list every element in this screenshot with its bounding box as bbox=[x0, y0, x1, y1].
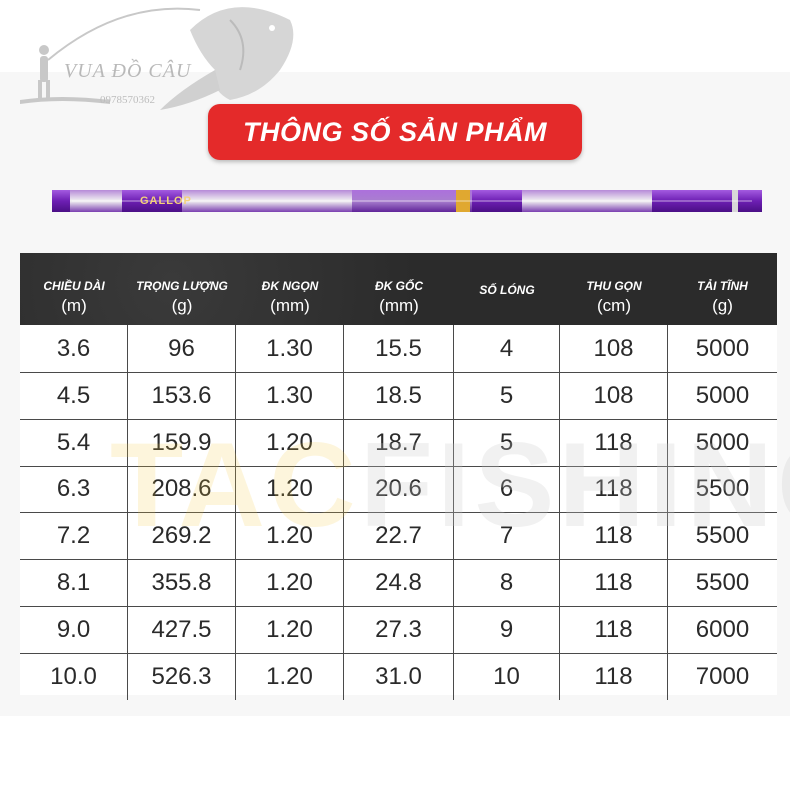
table-cell: 6 bbox=[454, 465, 560, 513]
table-cell: 6.3 bbox=[20, 465, 128, 513]
header-unit: (mm) bbox=[379, 296, 419, 315]
table-cell: 118 bbox=[560, 465, 668, 513]
table-cell: 18.7 bbox=[344, 418, 454, 466]
brand-name: VUA ĐỒ CÂU bbox=[64, 60, 192, 82]
table-row: 7.2 269.2 1.20 22.7 7 118 5500 bbox=[20, 512, 777, 561]
table-cell: 7000 bbox=[695, 662, 750, 690]
table-cell: 5500 bbox=[695, 522, 750, 550]
header-label: TẢI TĨNH bbox=[697, 279, 748, 293]
header-label: ĐK NGỌN bbox=[261, 279, 319, 293]
brand-logo: VUA ĐỒ CÂU 0978570362 bbox=[0, 0, 320, 120]
table-cell: 427.5 bbox=[128, 605, 236, 653]
table-cell: 10.0 bbox=[20, 652, 128, 700]
rod-illustration-icon bbox=[52, 190, 762, 212]
table-row: 3.6 96 1.30 15.5 4 108 5000 bbox=[20, 325, 777, 373]
header-cell: ĐK GỐC (mm) bbox=[344, 253, 454, 325]
table-cell: 4.5 bbox=[20, 371, 128, 419]
table-cell: 27.3 bbox=[344, 605, 454, 653]
table-cell: 526.3 bbox=[128, 652, 236, 700]
header-unit: (cm) bbox=[597, 296, 631, 315]
table-cell: 96 bbox=[128, 325, 236, 372]
table-header bbox=[20, 253, 777, 325]
table-cell: 24.8 bbox=[344, 559, 454, 606]
table-cell: 118 bbox=[560, 559, 668, 606]
header-cell: CHIỀU DÀI (m) bbox=[20, 253, 128, 325]
table-cell: 1.20 bbox=[236, 418, 344, 466]
table-cell: 5 bbox=[454, 418, 560, 466]
brand-phone: 0978570362 bbox=[100, 94, 155, 106]
header-cell: SỐ LÓNG bbox=[454, 253, 560, 325]
table-cell: 355.8 bbox=[128, 559, 236, 606]
header-unit: (mm) bbox=[270, 296, 310, 315]
table-cell: 6000 bbox=[695, 615, 750, 643]
table-row: 6.3 208.6 1.20 20.6 6 118 5500 bbox=[20, 465, 777, 514]
table-cell: 1.20 bbox=[236, 652, 344, 700]
table-cell: 5000 bbox=[695, 428, 750, 456]
header-unit: (g) bbox=[171, 296, 193, 315]
table-cell: 3.6 bbox=[20, 325, 128, 372]
table-cell: 118 bbox=[560, 605, 668, 653]
table-cell: 10 bbox=[454, 652, 560, 700]
table-row: 8.1 355.8 1.20 24.8 8 118 5500 bbox=[20, 559, 777, 607]
table-row: 10.0 526.3 1.20 31.0 10 118 7000 bbox=[20, 652, 777, 700]
table-cell: 5 bbox=[454, 371, 560, 419]
table-cell: 5000 bbox=[695, 381, 750, 409]
header-label: ĐK GỐC bbox=[375, 279, 423, 293]
table-cell: 4 bbox=[454, 325, 560, 372]
header-cell: ĐK NGỌN (mm) bbox=[236, 253, 344, 325]
table-cell: 269.2 bbox=[128, 512, 236, 560]
table-row: 4.5 153.6 1.30 18.5 5 108 5000 bbox=[20, 371, 777, 420]
table-cell: 153.6 bbox=[128, 371, 236, 419]
table-cell: 9 bbox=[454, 605, 560, 653]
table-cell: 108 bbox=[560, 325, 668, 372]
table-cell: 5500 bbox=[695, 475, 750, 503]
page-title: THÔNG SỐ SẢN PHẨM bbox=[242, 116, 547, 147]
top-band bbox=[0, 0, 790, 72]
table-cell: 108 bbox=[560, 371, 668, 419]
table-cell: 5.4 bbox=[20, 418, 128, 466]
spec-table: CHIỀU DÀI (m) TRỌNG LƯỢNG (g) ĐK NGỌN (mm) ĐK … bbox=[20, 253, 777, 700]
fish-logo-icon bbox=[20, 7, 294, 110]
header-label: CHIỀU DÀI bbox=[43, 279, 105, 293]
table-cell: 118 bbox=[560, 418, 668, 466]
table-row: 9.0 427.5 1.20 27.3 9 118 6000 bbox=[20, 605, 777, 654]
table-cell: 7.2 bbox=[20, 512, 128, 560]
table-cell: 31.0 bbox=[344, 652, 454, 700]
table-cell: 8.1 bbox=[20, 559, 128, 606]
table-cell: 20.6 bbox=[344, 465, 454, 513]
table-cell: 1.20 bbox=[236, 559, 344, 606]
header-cell: TẢI TĨNH (g) bbox=[668, 253, 777, 325]
header-label: SỐ LÓNG bbox=[479, 283, 535, 297]
table-cell: 7 bbox=[454, 512, 560, 560]
bottom-band bbox=[0, 716, 790, 790]
table-cell: 9.0 bbox=[20, 605, 128, 653]
table-cell: 5500 bbox=[695, 569, 750, 596]
table-cell: 1.30 bbox=[236, 371, 344, 419]
table-cell: 208.6 bbox=[128, 465, 236, 513]
table-cell: 118 bbox=[560, 652, 668, 700]
table-row: 5.4 159.9 1.20 18.7 5 118 5000 bbox=[20, 418, 777, 467]
header-cell: TRỌNG LƯỢNG (g) bbox=[128, 253, 236, 325]
rod-brand-label: GALLOP bbox=[140, 195, 192, 207]
table-cell: 1.20 bbox=[236, 512, 344, 560]
table-cell: 5000 bbox=[695, 335, 750, 362]
table-cell: 1.20 bbox=[236, 465, 344, 513]
table-cell: 18.5 bbox=[344, 371, 454, 419]
table-cell: 159.9 bbox=[128, 418, 236, 466]
table-cell: 118 bbox=[560, 512, 668, 560]
title-banner: THÔNG SỐ SẢN PHẨM bbox=[208, 104, 582, 160]
header-unit: (m) bbox=[61, 296, 87, 315]
table-cell: 15.5 bbox=[344, 325, 454, 372]
table-cell: 22.7 bbox=[344, 512, 454, 560]
fishing-rod-image: GALLOP bbox=[52, 186, 762, 216]
header-unit: (g) bbox=[712, 296, 733, 315]
header-label: THU GỌN bbox=[586, 279, 642, 293]
table-cell: 1.30 bbox=[236, 325, 344, 372]
table-cell: 8 bbox=[454, 559, 560, 606]
header-label: TRỌNG LƯỢNG bbox=[136, 279, 228, 293]
header-cell: THU GỌN (cm) bbox=[560, 253, 668, 325]
table-cell: 1.20 bbox=[236, 605, 344, 653]
